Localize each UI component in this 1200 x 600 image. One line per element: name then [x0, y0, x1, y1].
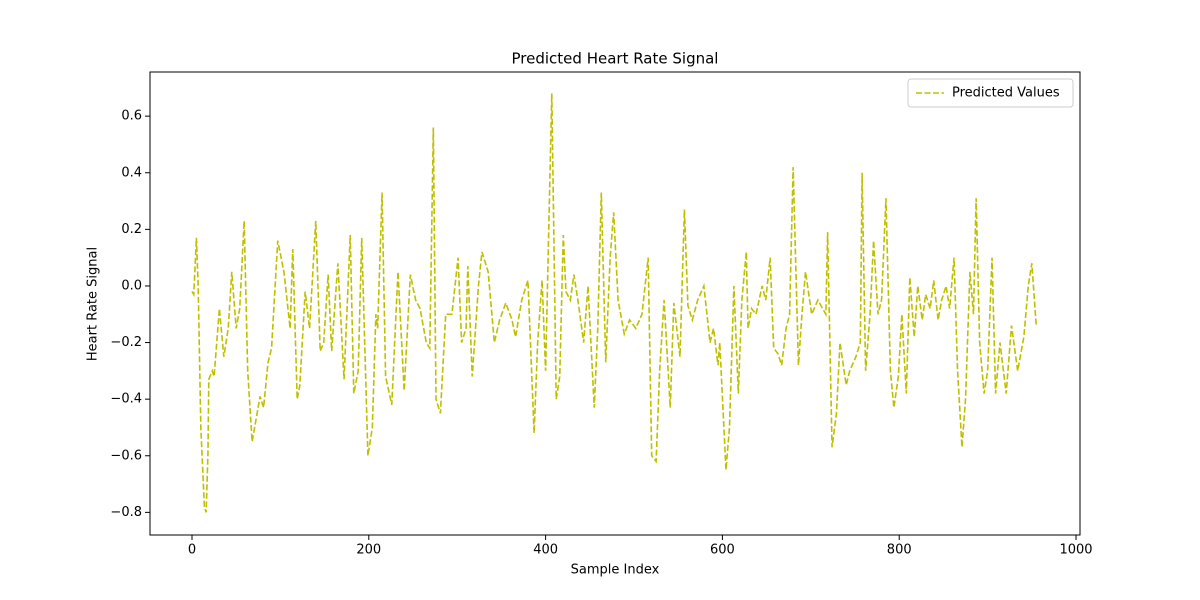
y-tick-label: −0.4	[110, 392, 142, 407]
legend-box	[907, 78, 1074, 108]
y-tick-label: −0.2	[110, 335, 142, 350]
x-tick-label: 800	[887, 543, 912, 558]
y-tick-label: 0.6	[121, 109, 142, 124]
x-tick-label: 200	[356, 543, 381, 558]
y-axis-label: Heart Rate Signal	[86, 247, 101, 361]
legend-label: Predicted Values	[952, 86, 1060, 101]
x-tick-label: 1000	[1059, 543, 1092, 558]
y-tick-label: −0.6	[110, 448, 142, 463]
plot-frame	[149, 71, 1081, 536]
y-tick-label: 0.4	[121, 165, 142, 180]
y-tick-label: 0.0	[121, 278, 142, 293]
x-tick-label: 600	[710, 543, 735, 558]
x-tick-label: 400	[533, 543, 558, 558]
x-axis-label: Sample Index	[571, 563, 660, 578]
chart-title: Predicted Heart Rate Signal	[512, 50, 719, 68]
line-series	[191, 93, 1038, 513]
y-tick-label: 0.2	[121, 222, 142, 237]
x-tick-label: 0	[188, 543, 196, 558]
y-tick-label: −0.8	[110, 505, 142, 520]
